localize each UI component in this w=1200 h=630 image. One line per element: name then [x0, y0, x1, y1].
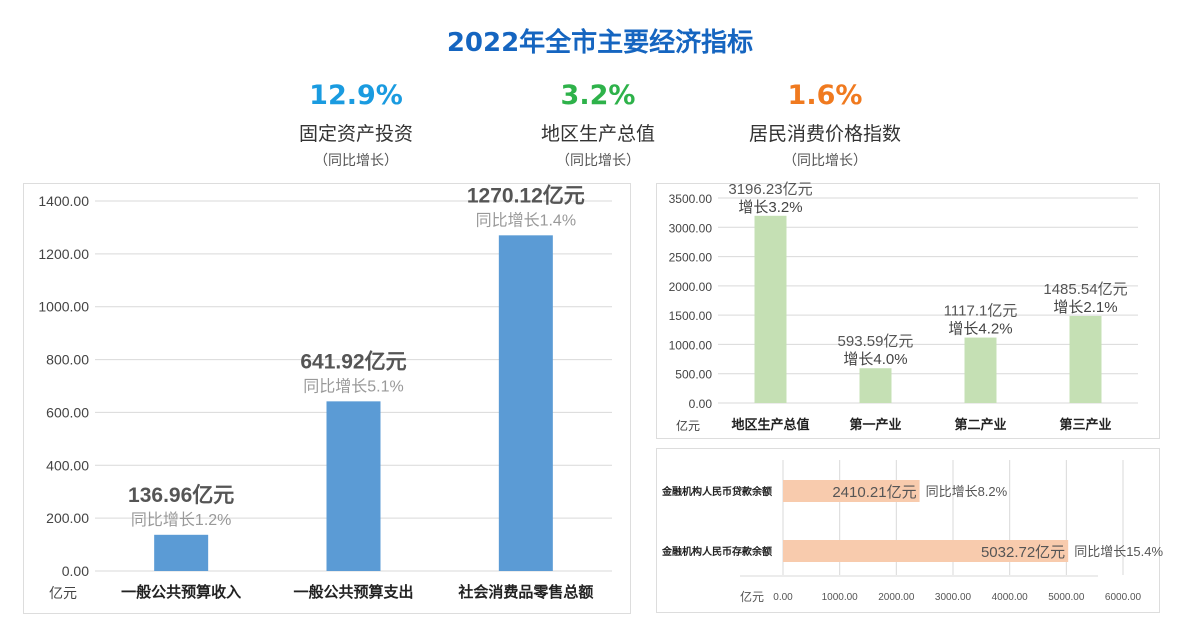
data-label-value: 1117.1亿元: [944, 303, 1018, 320]
bar: [754, 215, 787, 403]
x-tick-label: 5000.00: [1048, 592, 1085, 603]
x-tick-label: 2000.00: [878, 592, 915, 603]
x-tick-label: 0.00: [773, 592, 793, 603]
kpi-name: 居民消费价格指数: [748, 123, 901, 145]
kpi-name: 地区生产总值: [540, 123, 655, 145]
y-tick-label: 1000.00: [38, 299, 89, 315]
y-tick-label: 3000.00: [669, 221, 713, 235]
page-title: 2022年全市主要经济指标: [446, 28, 754, 58]
x-category-label: 社会消费品零售总额: [457, 583, 593, 601]
y-tick-label: 600.00: [46, 404, 89, 420]
y-unit-label: 亿元: [676, 418, 700, 433]
y-tick-label: 3500.00: [669, 192, 713, 206]
data-label-growth: 增长2.1%: [1053, 299, 1117, 316]
data-label-value: 2410.21亿元: [832, 484, 916, 501]
kpi-value: 1.6%: [787, 80, 863, 111]
fiscal-chart-panel: [23, 183, 631, 614]
kpi-sub: （同比增长）: [314, 153, 398, 169]
data-label-value: 1485.54亿元: [1043, 281, 1127, 298]
y-tick-label: 400.00: [46, 457, 89, 473]
x-tick-label: 6000.00: [1105, 592, 1142, 603]
data-label-growth: 同比增长8.2%: [926, 484, 1008, 499]
y-tick-label: 500.00: [675, 368, 712, 382]
x-unit-label: 亿元: [740, 589, 764, 604]
y-category-label: 金融机构人民币存款余额: [661, 545, 772, 558]
kpi-sub: （同比增长）: [783, 153, 867, 169]
data-label-value: 593.59亿元: [838, 333, 914, 350]
data-label-growth: 同比增长5.1%: [303, 377, 403, 395]
data-label-value: 1270.12亿元: [467, 183, 585, 207]
x-category-label: 第二产业: [954, 417, 1006, 432]
bar: [783, 480, 920, 502]
kpi-sub: （同比增长）: [556, 153, 640, 169]
data-label-value: 3196.23亿元: [728, 181, 812, 198]
kpi-fixed-asset-investment: 12.9% 固定资产投资 （同比增长）: [236, 80, 476, 170]
data-label-growth: 同比增长1.2%: [131, 511, 231, 529]
bar: [783, 540, 1069, 562]
y-unit-label: 亿元: [49, 585, 77, 601]
data-label-growth: 增长4.0%: [843, 351, 907, 368]
data-label-value: 136.96亿元: [128, 483, 234, 507]
finance-chart-panel: [656, 448, 1160, 613]
y-tick-label: 0.00: [62, 563, 89, 579]
y-tick-label: 1200.00: [38, 246, 89, 262]
x-tick-label: 1000.00: [822, 592, 859, 603]
x-category-label: 地区生产总值: [731, 417, 809, 432]
kpi-cpi: 1.6% 居民消费价格指数 （同比增长）: [705, 80, 945, 170]
y-tick-label: 2500.00: [669, 251, 713, 265]
y-tick-label: 0.00: [689, 397, 713, 411]
y-tick-label: 1400.00: [38, 193, 89, 209]
data-label-value: 641.92亿元: [300, 349, 406, 373]
kpi-name: 固定资产投资: [298, 123, 413, 145]
bar: [326, 401, 381, 571]
bar: [1069, 315, 1102, 403]
x-category-label: 第三产业: [1059, 417, 1111, 432]
bar: [154, 534, 209, 571]
x-category-label: 一般公共预算收入: [121, 583, 241, 601]
data-label-growth: 增长4.2%: [948, 321, 1012, 338]
data-label-growth: 增长3.2%: [738, 199, 802, 216]
kpi-gdp: 3.2% 地区生产总值 （同比增长）: [478, 80, 718, 170]
y-tick-label: 2000.00: [669, 280, 713, 294]
y-tick-label: 800.00: [46, 352, 89, 368]
x-tick-label: 3000.00: [935, 592, 972, 603]
kpi-value: 3.2%: [560, 80, 636, 111]
gdp-chart-panel: [656, 183, 1160, 439]
x-category-label: 一般公共预算支出: [293, 583, 413, 601]
y-tick-label: 200.00: [46, 510, 89, 526]
y-category-label: 金融机构人民币贷款余额: [661, 485, 772, 498]
bar: [859, 368, 892, 403]
bar: [498, 235, 553, 571]
bar: [964, 337, 997, 403]
data-label-growth: 同比增长15.4%: [1074, 544, 1163, 559]
x-category-label: 第一产业: [849, 417, 901, 432]
y-tick-label: 1500.00: [669, 309, 713, 323]
data-label-value: 5032.72亿元: [981, 544, 1065, 561]
y-tick-label: 1000.00: [669, 338, 713, 352]
data-label-growth: 同比增长1.4%: [476, 211, 576, 229]
x-tick-label: 4000.00: [992, 592, 1029, 603]
kpi-value: 12.9%: [309, 80, 403, 111]
